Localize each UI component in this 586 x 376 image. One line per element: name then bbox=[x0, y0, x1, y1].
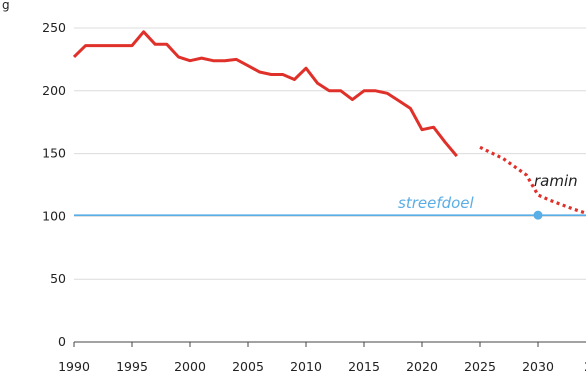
x-tick-label: 2015 bbox=[348, 359, 380, 374]
x-tick-label: 2025 bbox=[464, 359, 496, 374]
historical-series-line bbox=[72, 30, 458, 158]
x-tick-label: 2000 bbox=[174, 359, 206, 374]
axes: 0 50 100 150 200 250 1990 1995 2000 2005 2010 2015 2… bbox=[42, 20, 586, 374]
x-tick-label: 203 bbox=[584, 359, 586, 374]
title-fragment: g bbox=[2, 0, 10, 12]
labels: g streefdoel ramin bbox=[2, 0, 578, 212]
y-tick-label: 50 bbox=[50, 271, 66, 286]
grid bbox=[74, 27, 586, 280]
target-point bbox=[533, 210, 543, 220]
x-tick-label: 2020 bbox=[406, 359, 438, 374]
projection-annotation: ramin bbox=[534, 172, 578, 190]
y-tick-label: 200 bbox=[42, 83, 66, 98]
y-tick-label: 0 bbox=[58, 334, 66, 349]
y-tick-label: 150 bbox=[42, 146, 66, 161]
x-tick-label: 1990 bbox=[58, 359, 90, 374]
target-layer bbox=[74, 210, 586, 220]
x-tick-label: 2005 bbox=[232, 359, 264, 374]
x-tick-label: 2010 bbox=[290, 359, 322, 374]
y-tick-label: 100 bbox=[42, 208, 66, 223]
x-tick-label: 2030 bbox=[522, 359, 554, 374]
y-tick-label: 250 bbox=[42, 20, 66, 35]
series-layer bbox=[72, 30, 586, 215]
target-annotation: streefdoel bbox=[398, 194, 475, 212]
x-tick-label: 1995 bbox=[116, 359, 148, 374]
